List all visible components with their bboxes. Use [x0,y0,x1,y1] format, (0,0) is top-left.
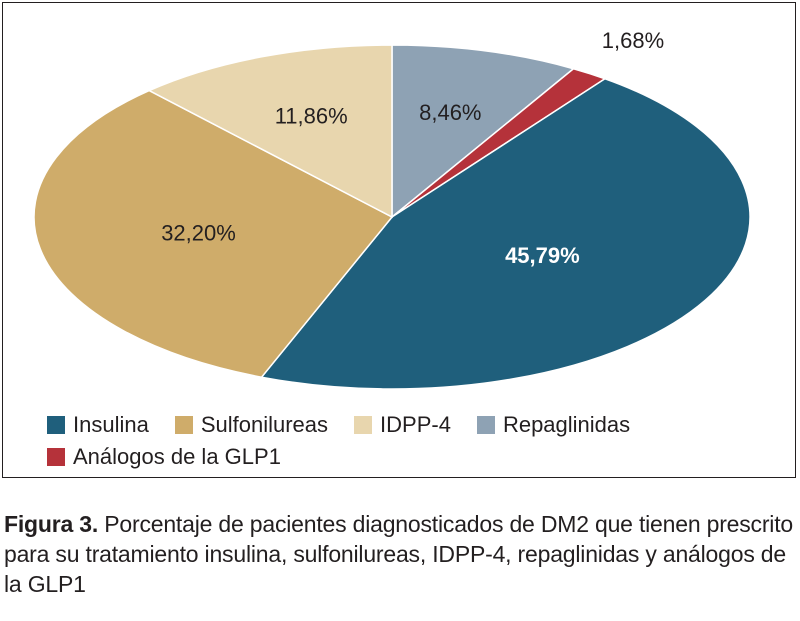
data-label-idpp4: 11,86% [275,103,348,128]
legend-label-idpp4: IDPP-4 [380,412,451,437]
pie-chart: 45,79% 32,20% 11,86% 8,46% 1,68% [33,28,751,390]
data-label-insulina: 45,79% [505,243,580,268]
legend-item-repaglinidas: Repaglinidas [476,409,631,441]
legend-label-glp1: Análogos de la GLP1 [73,444,281,469]
legend-swatch-insulina [47,416,65,434]
legend-label-sulfonilureas: Sulfonilureas [200,412,329,437]
pie-slice-insulina [260,77,751,390]
pie-slice-repaglinidas [391,44,576,219]
data-label-sulfonilureas: 32,20% [161,220,236,245]
legend-swatch-glp1 [47,448,65,466]
legend-swatch-repaglinidas [476,416,495,434]
legend-label-insulina: Insulina [73,412,149,437]
legend-row-1: Insulina Sulfonilureas IDPP-4 Repaglinid… [47,409,767,441]
pie-slice-idpp4 [147,44,393,219]
chart-frame: 45,79% 32,20% 11,86% 8,46% 1,68% Insulina Su… [2,2,796,478]
data-label-glp1: 1,68% [602,28,664,53]
legend-item-idpp4: IDPP-4 [354,409,451,441]
caption-text: Porcentaje de pacientes diagnosticados d… [4,511,793,597]
figure-caption: Figura 3. Porcentaje de pacientes diagno… [4,509,796,599]
pie-slice-sulfonilureas [33,89,394,378]
legend-item-sulfonilureas: Sulfonilureas [174,409,329,441]
data-label-repaglinidas: 8,46% [419,100,481,125]
legend: Insulina Sulfonilureas IDPP-4 Repaglinid… [47,409,767,473]
legend-row-2: Análogos de la GLP1 [47,441,767,473]
legend-item-insulina: Insulina [47,409,149,441]
caption-figure-label: Figura 3. [4,511,99,537]
legend-label-repaglinidas: Repaglinidas [502,412,631,437]
legend-item-glp1: Análogos de la GLP1 [47,441,281,473]
legend-swatch-sulfonilureas [174,416,193,434]
legend-swatch-idpp4 [354,416,373,434]
